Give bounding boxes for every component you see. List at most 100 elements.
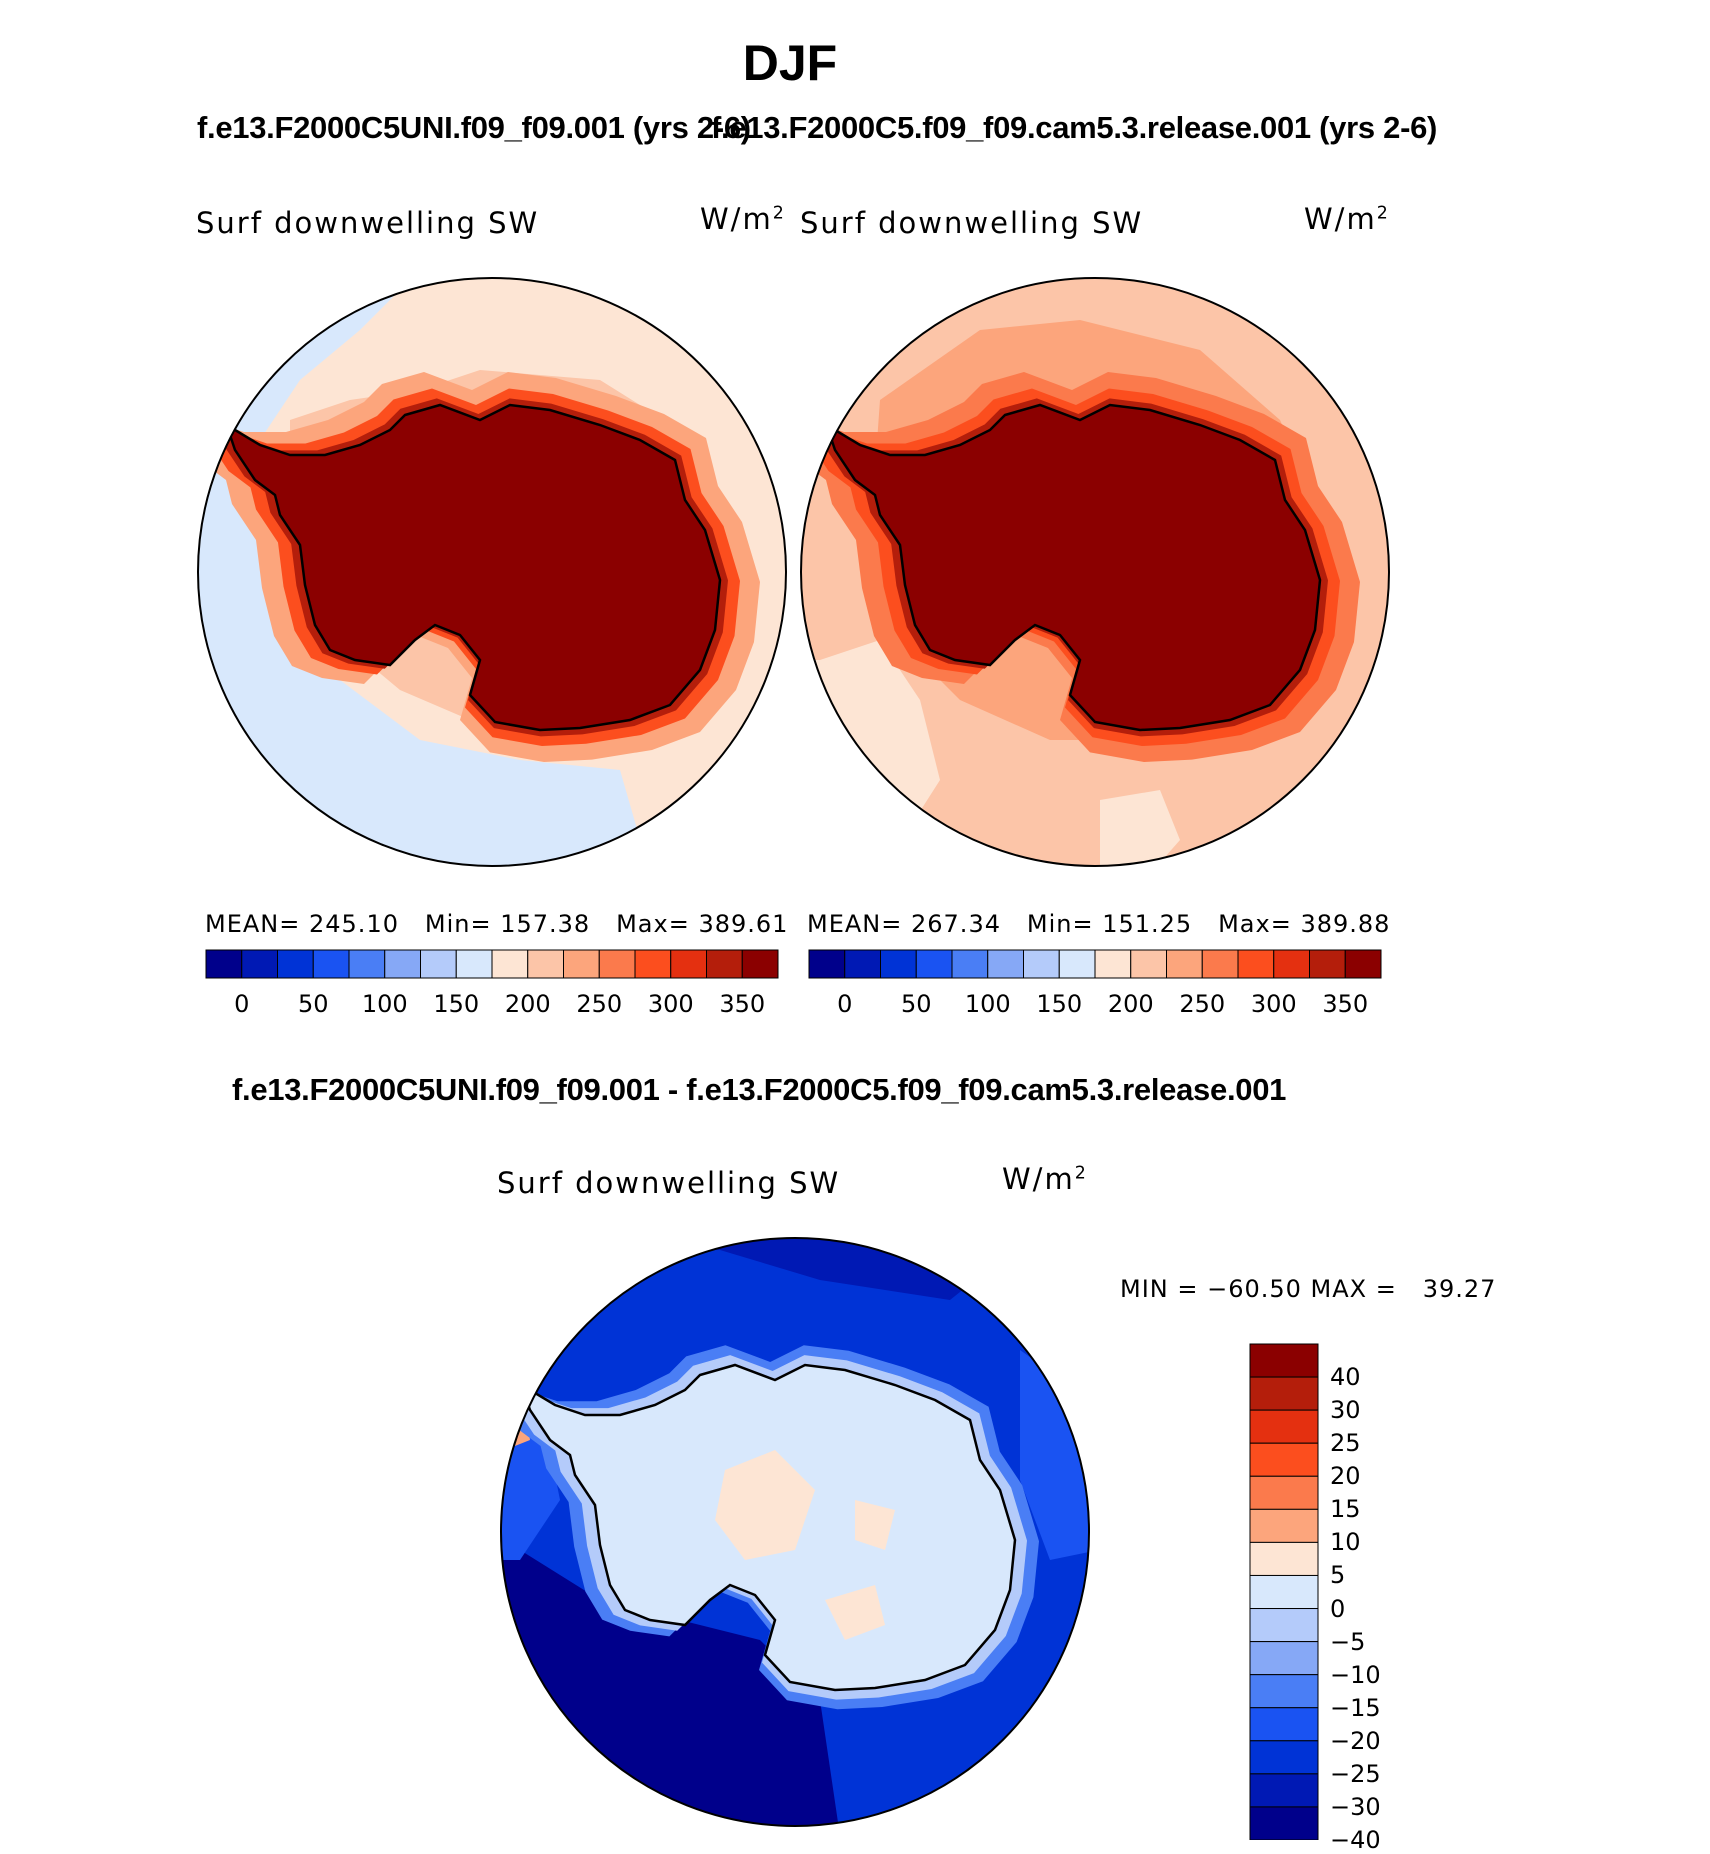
panel2-mean-label: MEAN= [807, 910, 903, 938]
colorbar-diff-swatch [1249, 1541, 1319, 1576]
colorbar-diff-swatch [1249, 1376, 1319, 1411]
colorbar-panel-b-swatch [808, 949, 846, 979]
colorbar-diff-tick-label: 10 [1330, 1528, 1361, 1557]
colorbar-diff-tick-label: 30 [1330, 1396, 1361, 1425]
colorbar-panel-a-swatch [491, 949, 529, 979]
diff-variable-label: Surf downwelling SW [497, 1166, 841, 1200]
colorbar-diff-tick-label: 40 [1330, 1363, 1361, 1392]
panel2-stats: MEAN= 267.34 Min= 151.25 Max= 389.88 [807, 910, 1390, 938]
panel1-mean-label: MEAN= [205, 910, 301, 938]
colorbar-diff-swatch [1249, 1740, 1319, 1775]
colorbar-diff-tick-label: −5 [1330, 1627, 1366, 1656]
colorbar-panel-b-swatch [915, 949, 953, 979]
colorbar-diff-tick-label: 5 [1330, 1561, 1346, 1590]
colorbar-diff-swatch [1249, 1442, 1319, 1477]
colorbar-panel-a-tick-label: 350 [719, 990, 766, 1018]
colorbar-panel-a-swatch [420, 949, 457, 979]
colorbar-diff [1249, 1343, 1319, 1840]
panel2-max-label: Max= [1218, 910, 1292, 938]
colorbar-panel-a-swatch [241, 949, 278, 979]
colorbar-panel-a-tick-label: 250 [576, 990, 623, 1018]
colorbar-panel-a-swatch [455, 949, 493, 979]
colorbar-panel-b-swatch [1309, 949, 1346, 979]
colorbar-diff-tick-label: −30 [1330, 1792, 1381, 1821]
colorbar-diff-swatch [1249, 1343, 1319, 1378]
case-a-title: f.e13.F2000C5UNI.f09_f09.001 (yrs 2-6) [197, 110, 751, 145]
panel2-units: W/m2 [1304, 202, 1390, 236]
colorbar-diff-tick-label: 20 [1330, 1462, 1361, 1491]
colorbar-panel-a-swatch [312, 949, 350, 979]
colorbar-panel-b-swatch [1237, 949, 1275, 979]
colorbar-panel-b-swatch [1273, 949, 1310, 979]
colorbar-panel-b-swatch [1201, 949, 1239, 979]
colorbar-panel-b [808, 949, 1382, 979]
colorbar-diff-swatch [1249, 1806, 1319, 1840]
colorbar-panel-b-swatch [1023, 949, 1060, 979]
colorbar-panel-a-swatch [706, 949, 743, 979]
panel2-min-label: Min= [1026, 910, 1094, 938]
colorbar-panel-b-tick-label: 300 [1250, 990, 1297, 1018]
colorbar-panel-b-tick-label: 50 [900, 990, 932, 1018]
panel1-variable-label: Surf downwelling SW [196, 206, 540, 240]
colorbar-diff-swatch [1249, 1409, 1319, 1444]
colorbar-panel-b-swatch [1058, 949, 1096, 979]
colorbar-panel-a-tick-label: 150 [433, 990, 480, 1018]
colorbar-panel-b-tick-label: 350 [1322, 990, 1369, 1018]
colorbar-panel-b-swatch [1094, 949, 1132, 979]
colorbar-diff-tick-label: 25 [1330, 1429, 1361, 1458]
colorbar-panel-a-swatch [348, 949, 386, 979]
colorbar-panel-a-tick-label: 0 [234, 990, 250, 1018]
case-b-title: f.e13.F2000C5.f09_f09.cam5.3.release.001… [711, 110, 1438, 145]
colorbar-panel-b-tick-label: 0 [837, 990, 853, 1018]
colorbar-panel-b-tick-label: 150 [1036, 990, 1083, 1018]
diff-title: f.e13.F2000C5UNI.f09_f09.001 - f.e13.F20… [232, 1072, 1287, 1107]
colorbar-panel-a-swatch [277, 949, 314, 979]
colorbar-panel-b-swatch [987, 949, 1024, 979]
colorbar-panel-b-tick-label: 200 [1107, 990, 1154, 1018]
panel1-min-label: Min= [424, 910, 492, 938]
colorbar-panel-a-swatch [741, 949, 779, 979]
colorbar-diff-tick-label: −20 [1330, 1726, 1381, 1755]
colorbar-panel-a [205, 949, 779, 979]
colorbar-panel-a-swatch [527, 949, 564, 979]
colorbar-diff-swatch [1249, 1608, 1319, 1643]
diff-minmax: MIN = −60.50 MAX = 39.27 [1120, 1275, 1497, 1303]
colorbar-diff-swatch [1249, 1574, 1319, 1610]
colorbar-diff-tick-label: −15 [1330, 1693, 1381, 1722]
panel2-max: 389.88 [1300, 910, 1391, 938]
colorbar-diff-tick-label: 0 [1330, 1594, 1346, 1623]
panel2-min: 151.25 [1102, 910, 1193, 938]
panel1-mean: 245.10 [309, 910, 399, 938]
colorbar-diff-tick-label: 15 [1330, 1495, 1361, 1524]
colorbar-panel-a-swatch [598, 949, 636, 979]
colorbar-panel-b-swatch [1344, 949, 1382, 979]
colorbar-panel-a-tick-label: 300 [647, 990, 694, 1018]
panel1-units: W/m2 [700, 202, 786, 236]
colorbar-panel-a-tick-label: 50 [297, 990, 329, 1018]
panel2-variable-label: Surf downwelling SW [800, 206, 1144, 240]
panel1-max: 389.61 [698, 910, 789, 938]
colorbar-panel-b-tick-label: 250 [1179, 990, 1226, 1018]
diff-units: W/m2 [1002, 1162, 1088, 1196]
colorbar-diff-swatch [1249, 1707, 1319, 1742]
colorbar-diff-swatch [1249, 1508, 1319, 1543]
colorbar-diff-tick-label: −25 [1330, 1759, 1381, 1788]
figure-title: DJF [742, 35, 838, 91]
colorbar-diff-tick-label: −10 [1330, 1660, 1381, 1689]
colorbar-panel-b-swatch [1166, 949, 1203, 979]
colorbar-panel-a-swatch [563, 949, 600, 979]
map-panel-b [800, 277, 1390, 867]
colorbar-panel-a-tick-label: 100 [361, 990, 408, 1018]
colorbar-panel-b-swatch [951, 949, 989, 979]
map-panel-a [197, 277, 787, 867]
colorbar-diff-swatch [1249, 1773, 1319, 1808]
colorbar-panel-a-swatch [634, 949, 672, 979]
colorbar-panel-a-swatch [384, 949, 421, 979]
colorbar-panel-b-swatch [1130, 949, 1167, 979]
panel1-max-label: Max= [616, 910, 690, 938]
colorbar-panel-a-tick-label: 200 [504, 990, 551, 1018]
colorbar-diff-swatch [1249, 1641, 1319, 1676]
panel1-stats: MEAN= 245.10 Min= 157.38 Max= 389.61 [205, 910, 788, 938]
colorbar-diff-tick-label: −40 [1330, 1826, 1381, 1854]
